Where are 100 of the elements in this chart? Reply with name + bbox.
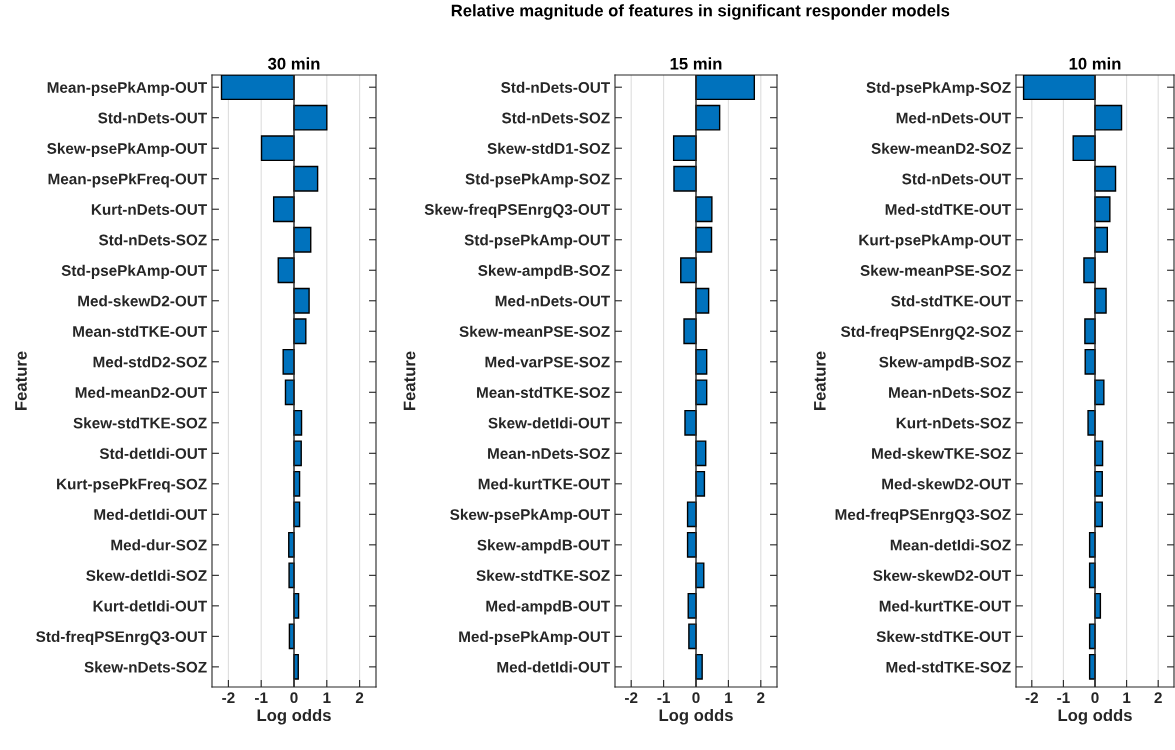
y-tick-label: Std-nDets-SOZ: [501, 112, 610, 124]
bar: [293, 165, 319, 192]
bar: [695, 196, 713, 223]
bar: [1022, 75, 1096, 101]
x-tick-label: 2: [355, 692, 364, 703]
x-tick-label: -1: [1057, 692, 1070, 703]
bar: [695, 104, 721, 131]
y-tick-label: Skew-ampdB-SOZ: [879, 356, 1011, 371]
x-tick-label: -1: [657, 692, 670, 703]
bar: [220, 75, 295, 101]
y-tick-label: Med-skewD2-OUT: [882, 478, 1011, 490]
x-tick-label: 1: [323, 692, 331, 703]
y-tick-label: Skew-detIdi-SOZ: [86, 569, 207, 582]
y-tick-label: Med-varPSE-SOZ: [485, 356, 610, 368]
bar: [1094, 165, 1117, 192]
y-tick-label: Skew-stdTKE-SOZ: [476, 569, 610, 582]
y-tick-label: Med-dur-SOZ: [111, 539, 207, 551]
y-tick-label: Std-freqPSEnrgQ2-SOZ: [840, 325, 1011, 341]
x-tick-label: -2: [1025, 692, 1038, 703]
y-tick-label: Kurt-psePkAmp-OUT: [859, 234, 1011, 249]
bar: [260, 135, 295, 162]
y-tick-label: Skew-meanPSE-SOZ: [860, 264, 1011, 276]
y-tick-label: Skew-stdTKE-SOZ: [73, 417, 207, 429]
y-tick-label: Std-nDets-SOZ: [98, 234, 207, 246]
y-tick-label: Med-freqPSEnrgQ3-SOZ: [835, 508, 1011, 524]
y-tick-label: Skew-meanD2-SOZ: [871, 142, 1011, 154]
x-tick-label: 2: [1154, 692, 1162, 703]
x-tick-label: -2: [222, 692, 235, 703]
y-tick-label: Med-skewTKE-SOZ: [872, 447, 1011, 459]
bar: [673, 165, 697, 192]
y-tick-label: Std-psePkAmp-OUT: [61, 264, 207, 279]
y-tick-label: Skew-meanPSE-SOZ: [459, 325, 610, 337]
y-tick-label: Std-detIdi-OUT: [99, 447, 207, 459]
y-tick-label: Mean-nDets-SOZ: [488, 448, 610, 459]
y-tick-label: Std-nDets-OUT: [501, 81, 610, 93]
y-tick-label: Med-kurtTKE-OUT: [478, 478, 610, 490]
bar: [282, 348, 295, 375]
y-tick-label: Med-nDets-OUT: [896, 112, 1011, 124]
y-tick-label: Mean-stdTKE-OUT: [73, 325, 207, 337]
bar: [1094, 104, 1123, 131]
y-tick-label: Med-stdTKE-SOZ: [886, 661, 1011, 673]
y-tick-label: Med-kurtTKE-OUT: [879, 600, 1011, 612]
y-tick-label: Med-psePkAmp-OUT: [459, 630, 610, 646]
bar: [272, 196, 295, 223]
y-tick-label: Med-skewD2-OUT: [78, 295, 207, 307]
y-tick-label: Mean-nDets-SOZ: [889, 387, 1011, 398]
x-tick-label: -2: [625, 692, 638, 703]
y-tick-label: Mean-psePkAmp-OUT: [47, 81, 207, 96]
y-tick-label: Kurt-detIdi-OUT: [93, 600, 207, 612]
y-tick-label: Std-nDets-OUT: [98, 112, 207, 124]
y-axis-title: Feature: [814, 351, 826, 410]
bar: [695, 75, 756, 101]
y-axis-title: Feature: [403, 351, 416, 410]
y-tick-label: Mean-psePkFreq-OUT: [48, 173, 207, 188]
bar: [672, 135, 697, 162]
x-tick-label: 0: [1091, 692, 1099, 704]
y-tick-label: Mean-detIdi-SOZ: [890, 539, 1011, 551]
bar: [680, 257, 697, 284]
y-tick-label: Skew-stdTKE-OUT: [876, 630, 1011, 643]
text: Relative magnitude of features in significant responder models: [451, 4, 950, 20]
y-axis-title: Feature: [15, 351, 27, 410]
chart-title: 30 min: [267, 57, 320, 70]
y-tick-label: Kurt-psePkFreq-SOZ: [57, 478, 207, 493]
y-tick-label: Skew-freqPSEnrgQ3-OUT: [424, 203, 610, 219]
y-tick-label: Skew-detIdi-OUT: [488, 417, 610, 429]
bar: [293, 104, 328, 131]
y-tick-label: Med-stdD2-SOZ: [93, 356, 207, 368]
bar: [293, 287, 310, 314]
x-axis-title: Log odds: [257, 708, 331, 725]
bar: [1083, 257, 1096, 284]
bar: [293, 318, 307, 345]
chart-title: 15 min: [670, 57, 722, 70]
y-tick-label: Std-stdTKE-OUT: [891, 295, 1011, 307]
bar: [683, 318, 697, 345]
bar: [1094, 196, 1111, 223]
y-tick-label: Med-detIdi-OUT: [497, 661, 610, 673]
y-tick-label: Skew-stdD1-SOZ: [487, 142, 610, 154]
y-tick-label: Kurt-nDets-SOZ: [896, 417, 1011, 429]
y-tick-label: Med-meanD2-OUT: [75, 386, 207, 398]
y-tick-label: Med-detIdi-OUT: [94, 508, 207, 521]
bar: [695, 226, 713, 253]
x-tick-label: 0: [290, 692, 298, 704]
chart-title: 10 min: [1069, 57, 1121, 70]
y-tick-label: Med-nDets-OUT: [495, 295, 610, 307]
y-tick-label: Skew-psePkAmp-OUT: [47, 142, 207, 157]
y-tick-label: Skew-ampdB-SOZ: [478, 264, 610, 279]
x-axis-title: Log odds: [659, 708, 733, 725]
x-tick-label: 1: [1123, 692, 1131, 703]
x-tick-label: -1: [255, 692, 268, 703]
y-tick-label: Std-freqPSEnrgQ3-OUT: [36, 630, 207, 646]
bar: [1094, 287, 1107, 314]
x-tick-label: 0: [692, 692, 700, 704]
y-tick-label: Std-psePkAmp-SOZ: [866, 81, 1011, 96]
y-tick-label: Std-nDets-OUT: [902, 173, 1011, 185]
y-tick-label: Skew-psePkAmp-OUT: [450, 508, 610, 524]
x-tick-label: 1: [725, 692, 733, 703]
y-tick-label: Med-ampdB-OUT: [486, 600, 610, 615]
bar: [684, 409, 697, 436]
x-axis-title: Log odds: [1058, 708, 1132, 725]
y-tick-label: Std-psePkAmp-OUT: [464, 234, 610, 249]
